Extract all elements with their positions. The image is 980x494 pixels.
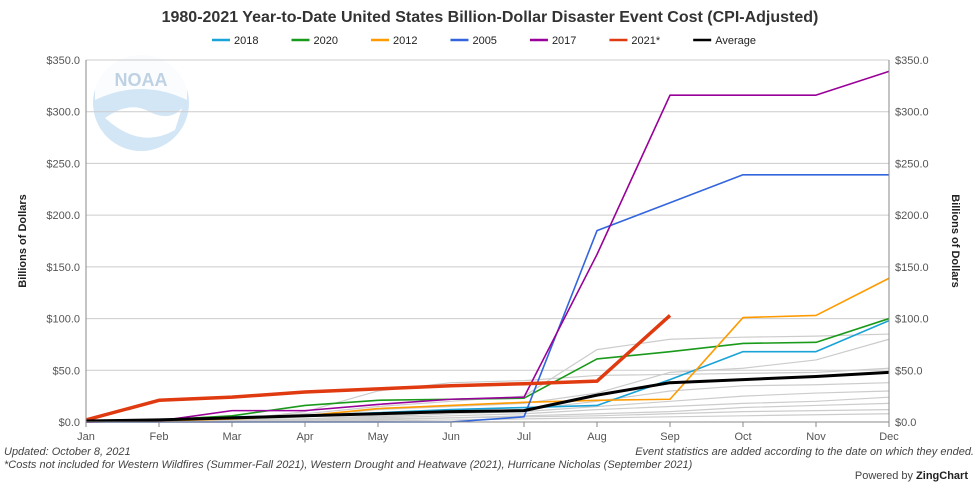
legend-item: 2018 <box>234 35 258 47</box>
y-axis-label-right: Billions of Dollars <box>949 194 961 288</box>
x-tick-label: Mar <box>223 431 242 443</box>
y-tick-label-right: $300.0 <box>895 107 929 119</box>
background-series-line <box>86 408 890 423</box>
background-series-line <box>85 390 890 423</box>
x-tick-label: Jun <box>442 431 460 443</box>
x-tick-label: Aug <box>587 431 607 443</box>
series-line-2012 <box>85 277 890 423</box>
axes: $0.0 $0.0 $50.0 $50.0 $100.0 $100.0 $150.0 $150… <box>46 55 928 443</box>
x-tick-label: Feb <box>150 431 169 443</box>
asterisk-note: *Costs not included for Western Wildfire… <box>4 459 693 471</box>
powered-prefix: Powered by <box>854 470 917 482</box>
y-tick-label-left: $150.0 <box>46 262 80 274</box>
series-line-2017 <box>85 70 890 423</box>
legend-item: 2005 <box>472 35 496 47</box>
y-tick-label-left: $0.0 <box>59 417 80 429</box>
event-note: Event statistics are added according to … <box>635 446 974 458</box>
x-tick-label: Oct <box>734 431 751 443</box>
x-tick-label: Jul <box>517 431 531 443</box>
legend-item: 2021* <box>631 35 660 47</box>
x-tick-label: Jan <box>77 431 95 443</box>
x-tick-label: Sep <box>660 431 680 443</box>
series-line-average <box>85 370 890 423</box>
y-tick-label-right: $100.0 <box>895 314 929 326</box>
x-tick-label: May <box>368 431 389 443</box>
updated-text: Updated: October 8, 2021 <box>4 446 131 458</box>
y-tick-label-right: $50.0 <box>895 365 923 377</box>
grid <box>86 59 889 423</box>
y-tick-label-right: $250.0 <box>895 158 929 170</box>
series-lines <box>85 70 890 423</box>
y-tick-label-left: $250.0 <box>46 158 80 170</box>
x-tick-label: Nov <box>806 431 826 443</box>
legend: 2018 2020 2012 2005 2017 2021* Average <box>212 35 756 47</box>
y-tick-label-right: $350.0 <box>895 55 929 67</box>
y-tick-label-right: $150.0 <box>895 262 929 274</box>
y-tick-label-right: $200.0 <box>895 210 929 222</box>
legend-item: 2012 <box>393 35 417 47</box>
y-tick-label-left: $300.0 <box>46 107 80 119</box>
y-tick-label-left: $200.0 <box>46 210 80 222</box>
powered-by-link[interactable]: Powered by ZingChart <box>855 470 968 482</box>
x-tick-label: Apr <box>296 431 313 443</box>
zingchart-brand: ZingChart <box>916 470 968 482</box>
legend-item: Average <box>715 35 756 47</box>
series-line-2021 <box>85 314 672 422</box>
logo-text: NOAA <box>115 70 168 90</box>
noaa-logo: NOAA <box>93 50 189 151</box>
legend-item: 2020 <box>313 35 337 47</box>
y-tick-label-left: $50.0 <box>52 365 80 377</box>
chart-title: 1980-2021 Year-to-Date United States Bil… <box>162 9 819 26</box>
y-tick-label-left: $100.0 <box>46 314 80 326</box>
y-tick-label-right: $0.0 <box>895 417 916 429</box>
legend-item: 2017 <box>552 35 576 47</box>
y-tick-label-left: $350.0 <box>46 55 80 67</box>
x-tick-label: Dec <box>879 431 899 443</box>
y-axis-label-left: Billions of Dollars <box>17 194 29 288</box>
